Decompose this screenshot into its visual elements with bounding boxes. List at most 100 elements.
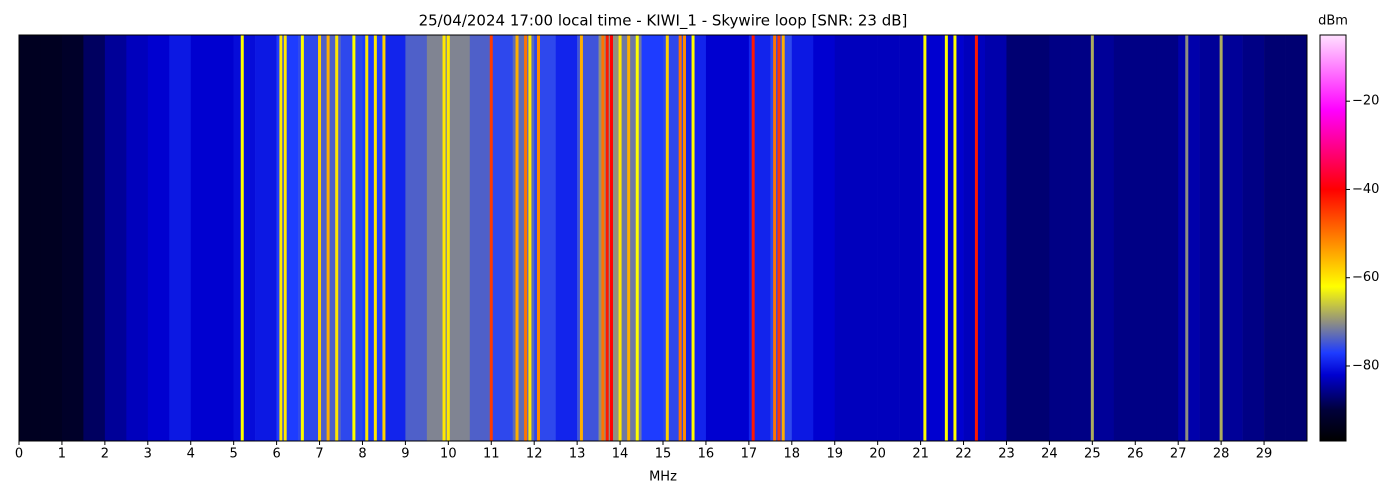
heatmap-cell: [813, 35, 836, 441]
x-tick-label: 26: [1127, 447, 1144, 462]
heatmap-cell: [383, 35, 406, 441]
signal-line: [352, 35, 356, 441]
heatmap-cell: [1285, 35, 1308, 441]
signal-line: [665, 35, 669, 441]
signal-line: [923, 35, 927, 441]
chart-title: 25/04/2024 17:00 local time - KIWI_1 - S…: [419, 12, 908, 31]
signal-line: [318, 35, 322, 441]
signal-line: [489, 35, 493, 441]
x-tick-label: 8: [358, 447, 366, 462]
x-tick-label: 27: [1170, 447, 1187, 462]
heatmap-cell: [1242, 35, 1265, 441]
signal-line: [300, 35, 304, 441]
x-tick-label: 2: [101, 447, 109, 462]
signal-line: [335, 35, 339, 441]
colorbar-tick-label: −80: [1352, 358, 1379, 373]
x-tick-label: 0: [15, 447, 23, 462]
heatmap-cell: [1199, 35, 1222, 441]
heatmap-cell: [233, 35, 256, 441]
x-tick-label: 22: [955, 447, 972, 462]
heatmap-cell: [1221, 35, 1243, 441]
signal-line: [528, 35, 532, 441]
heatmap-cell: [555, 35, 578, 441]
signal-line: [618, 35, 622, 441]
heatmap-cell: [126, 35, 149, 441]
heatmap-cell: [877, 35, 900, 441]
heatmap-cell: [641, 35, 664, 441]
heatmap-cell: [40, 35, 63, 441]
x-tick-label: 7: [315, 447, 323, 462]
colorbar-tick-label: −20: [1352, 94, 1379, 109]
heatmap-cell: [83, 35, 106, 441]
signal-line: [773, 35, 777, 441]
x-tick-label: 21: [912, 447, 929, 462]
heatmap-cell: [684, 35, 707, 441]
heatmap-cell: [899, 35, 921, 441]
heatmap-cell: [19, 35, 41, 441]
x-tick-label: 3: [144, 447, 152, 462]
x-tick-label: 6: [272, 447, 280, 462]
x-tick-label: 12: [526, 447, 543, 462]
heatmap-cell: [727, 35, 750, 441]
signal-line: [777, 35, 781, 441]
x-tick-label: 13: [569, 447, 586, 462]
x-tick-label: 10: [440, 447, 457, 462]
heatmap-cell: [469, 35, 492, 441]
signal-line: [365, 35, 369, 441]
heatmap-cell: [1092, 35, 1115, 441]
signal-line: [283, 35, 287, 441]
heatmap-cell: [104, 35, 127, 441]
colorbar: [1319, 34, 1347, 442]
signal-line: [382, 35, 386, 441]
signal-line: [609, 35, 613, 441]
heatmap-cell: [169, 35, 192, 441]
heatmap-cell: [147, 35, 170, 441]
signal-line: [524, 35, 528, 441]
heatmap-cell: [1049, 35, 1072, 441]
heatmap-cell: [491, 35, 514, 441]
signal-line: [1219, 35, 1223, 441]
heatmap-cell: [791, 35, 814, 441]
signal-line: [944, 35, 948, 441]
heatmap-cell: [1113, 35, 1136, 441]
x-tick-label: 29: [1256, 447, 1273, 462]
signal-line: [974, 35, 978, 441]
heatmap-cell: [834, 35, 857, 441]
heatmap-cell: [963, 35, 986, 441]
heatmap-cell: [61, 35, 84, 441]
x-tick-label: 23: [998, 447, 1015, 462]
x-tick-label: 17: [741, 447, 758, 462]
x-tick-label: 14: [612, 447, 629, 462]
heatmap-cell: [856, 35, 878, 441]
x-axis-label: MHz: [649, 470, 677, 485]
signal-line: [635, 35, 639, 441]
signal-line: [446, 35, 450, 441]
colorbar-tick-label: −40: [1352, 182, 1379, 197]
x-tick-label: 25: [1084, 447, 1101, 462]
heatmap-cell: [405, 35, 428, 441]
x-tick-label: 24: [1041, 447, 1058, 462]
x-tick-label: 16: [698, 447, 715, 462]
heatmap-cell: [190, 35, 213, 441]
heatmap-cell: [1156, 35, 1179, 441]
heatmap-cell: [255, 35, 277, 441]
signal-line: [373, 35, 377, 441]
signal-line: [953, 35, 957, 441]
signal-line: [240, 35, 244, 441]
signal-line: [536, 35, 540, 441]
heatmap-cell: [448, 35, 471, 441]
x-tick-label: 15: [655, 447, 672, 462]
heatmap-cell: [705, 35, 728, 441]
signal-line: [781, 35, 785, 441]
signal-line: [579, 35, 583, 441]
signal-line: [442, 35, 446, 441]
heatmap-cell: [341, 35, 363, 441]
x-tick-label: 20: [869, 447, 886, 462]
heatmap-cell: [1178, 35, 1200, 441]
signal-line: [279, 35, 283, 441]
signal-line: [1185, 35, 1189, 441]
x-tick-label: 18: [784, 447, 801, 462]
signal-line: [691, 35, 695, 441]
heatmap-cell: [1264, 35, 1286, 441]
